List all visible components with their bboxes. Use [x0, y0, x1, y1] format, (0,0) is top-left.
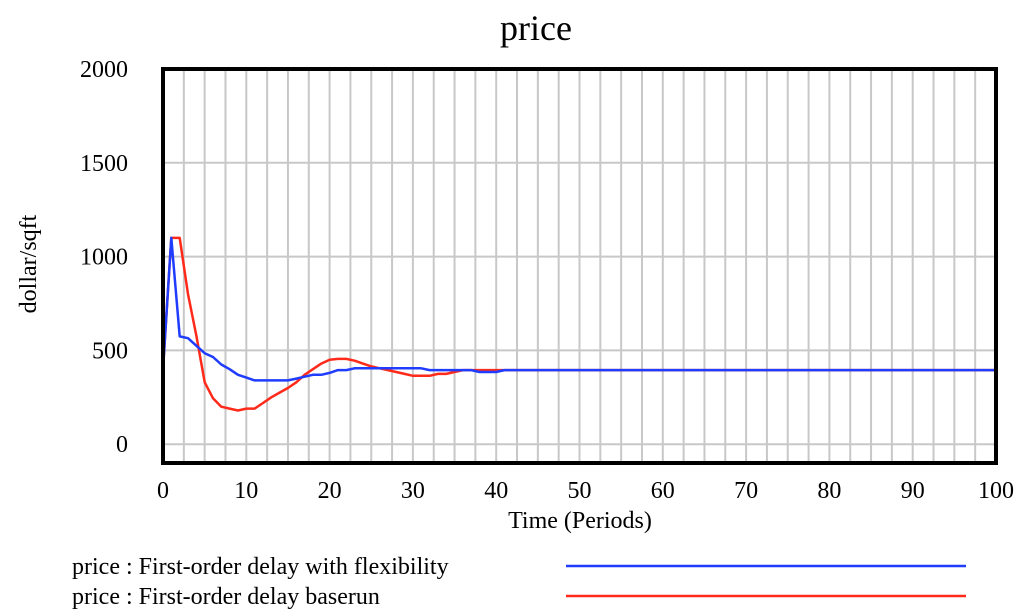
chart-title: price	[500, 8, 572, 48]
y-tick-label: 0	[116, 432, 128, 458]
x-tick-label: 90	[901, 478, 925, 504]
x-axis-label: Time (Periods)	[508, 508, 652, 534]
x-tick-label: 40	[484, 478, 508, 504]
x-tick-label: 30	[401, 478, 425, 504]
x-tick-labels: 0 10 20 30 40 50 60 70 80 90 100	[157, 478, 1014, 504]
series-line-0	[161, 236, 996, 382]
x-tick-label: 60	[651, 478, 675, 504]
grid-lines	[163, 69, 996, 463]
x-tick-label: 70	[734, 478, 758, 504]
series-layer	[161, 236, 996, 412]
y-tick-label: 1000	[80, 245, 128, 271]
y-tick-labels: 0 500 1000 1500 2000	[80, 57, 128, 458]
x-tick-label: 0	[157, 478, 169, 504]
x-tick-label: 80	[817, 478, 841, 504]
x-tick-label: 50	[568, 478, 592, 504]
legend: price : First-order delay with flexibili…	[72, 554, 966, 610]
x-tick-label: 10	[234, 478, 258, 504]
y-tick-label: 500	[92, 338, 128, 364]
x-tick-label: 20	[318, 478, 342, 504]
y-axis-label: dollar/sqft	[16, 214, 42, 313]
legend-label-1: price : First-order delay baserun	[72, 584, 380, 610]
plot-frame	[161, 67, 998, 465]
series-line-1	[161, 236, 996, 412]
legend-label-0: price : First-order delay with flexibili…	[72, 554, 449, 580]
y-tick-label: 2000	[80, 57, 128, 83]
y-tick-label: 1500	[80, 151, 128, 177]
x-tick-label: 100	[978, 478, 1014, 504]
